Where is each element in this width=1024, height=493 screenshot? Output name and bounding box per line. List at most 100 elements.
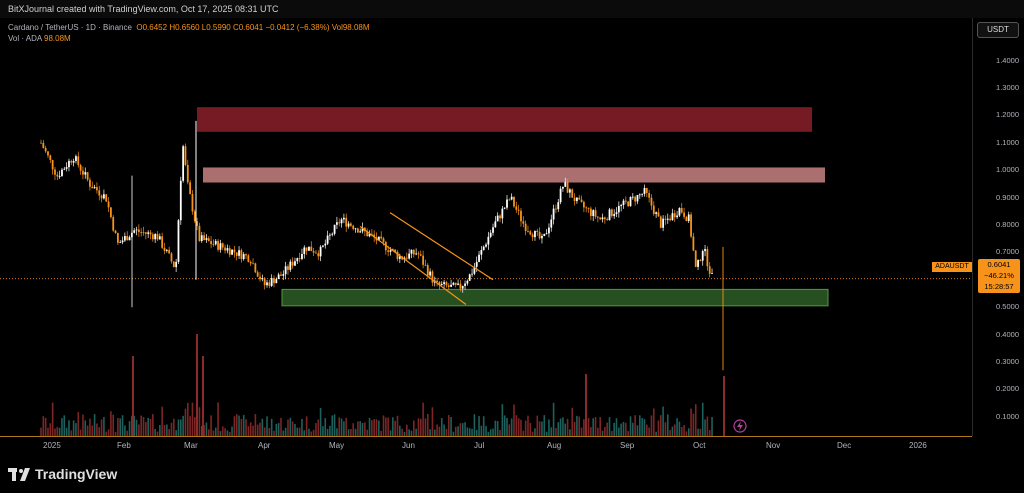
volume-bar: [559, 418, 562, 436]
candle-body: [447, 285, 450, 287]
candle-body: [154, 233, 157, 240]
volume-bar: [641, 418, 643, 436]
candle-body: [559, 188, 562, 203]
candle-body: [301, 253, 303, 259]
volume-bar: [587, 418, 590, 436]
volume-bar: [422, 402, 424, 436]
candle-body: [68, 160, 70, 168]
volume-bar: [242, 414, 245, 436]
candle-body: [513, 196, 515, 207]
currency-button[interactable]: USDT: [977, 22, 1019, 38]
candle-body: [228, 248, 231, 255]
price-axis[interactable]: 1.4000 1.3000 1.2000 1.1000 1.0000 0.9000 0.80…: [972, 18, 1024, 436]
volume-bar: [564, 423, 567, 436]
volume-bar: [112, 414, 115, 436]
volume-bar: [170, 422, 173, 436]
volume-bar: [676, 418, 678, 436]
volume-bar: [697, 428, 699, 436]
candle-body: [121, 240, 124, 243]
volume-bar: [114, 431, 117, 436]
volume-bar: [592, 418, 595, 436]
candle-body: [63, 168, 66, 170]
volume-bar: [312, 429, 315, 436]
volume-bar: [440, 417, 443, 436]
current-price: 0.6041: [987, 260, 1011, 269]
footer: TradingView: [0, 458, 1024, 493]
volume-bar: [461, 423, 464, 436]
candle-body: [699, 260, 702, 261]
volume-bar: [228, 431, 231, 436]
price-chart[interactable]: [0, 18, 972, 436]
volume-bar: [576, 415, 578, 436]
volume-bar: [429, 429, 431, 436]
volume-bar: [629, 416, 632, 436]
volume-bar: [636, 425, 639, 436]
candle-body: [545, 233, 548, 235]
volume-label[interactable]: Vol · ADA: [8, 34, 42, 43]
candle-body: [198, 225, 201, 242]
volume-bar: [131, 415, 133, 436]
time-axis[interactable]: 2025 Feb Mar Apr May Jun Jul Aug Sep Oct Nov Dec 202…: [0, 436, 972, 459]
volume-bar: [597, 427, 599, 436]
volume-bar: [671, 426, 674, 436]
candle-body: [680, 208, 683, 213]
volume-bar: [289, 417, 292, 436]
volume-bar: [687, 428, 690, 436]
candle-body: [452, 282, 455, 285]
candle-body: [664, 218, 667, 220]
volume-bar: [51, 402, 54, 436]
candle-body: [520, 210, 522, 222]
volume-bar-spike: [723, 376, 725, 436]
volume-bar: [529, 422, 532, 436]
volume-bar: [84, 420, 87, 436]
volume-bar: [364, 422, 366, 436]
volume-bar: [280, 417, 282, 436]
time-axis-label: 2026: [909, 441, 927, 450]
volume-bar: [652, 408, 655, 436]
volume-bar: [508, 424, 511, 436]
volume-bar: [310, 431, 313, 436]
volume-bar: [175, 430, 177, 436]
candle-body: [317, 253, 320, 257]
candle-body: [678, 208, 681, 216]
volume-bar: [58, 427, 61, 436]
candle-body: [531, 234, 534, 238]
volume-bar: [487, 431, 490, 436]
volume-bar: [359, 421, 362, 436]
volume-bar: [708, 430, 711, 436]
volume-bar: [527, 415, 529, 436]
volume-bar: [107, 429, 110, 436]
volume-bar: [531, 431, 534, 436]
candle-body: [408, 253, 411, 259]
candle-body: [212, 244, 215, 245]
volume-bar: [496, 421, 499, 436]
volume-bar: [452, 431, 455, 436]
volume-bar: [562, 417, 564, 436]
candle-body: [627, 201, 630, 207]
resistance-zone-upper: [197, 107, 812, 132]
volume-bar-spike: [585, 374, 587, 436]
candle-body: [103, 194, 105, 199]
legend-symbol[interactable]: Cardano / TetherUS · 1D · Binance: [8, 23, 132, 32]
volume-bar: [620, 423, 622, 436]
volume-bar: [142, 417, 145, 436]
candle-body: [405, 257, 408, 259]
volume-bar: [618, 427, 620, 436]
candle-body: [135, 229, 138, 231]
volume-bar: [625, 422, 627, 436]
volume-bar: [147, 417, 149, 436]
volume-bar: [543, 415, 546, 436]
candle-body: [499, 215, 501, 219]
legend-high: H0.6560: [169, 23, 200, 32]
tradingview-logo[interactable]: TradingView: [8, 466, 117, 482]
price-axis-label: 0.7000: [996, 247, 1019, 257]
volume-bar: [117, 418, 119, 436]
candle-body: [107, 201, 110, 208]
candle-body: [370, 233, 373, 235]
volume-bar: [366, 429, 368, 436]
price-axis-label: 1.2000: [996, 110, 1019, 120]
candle-body: [464, 283, 466, 286]
candle-body: [249, 261, 252, 264]
candle-body: [461, 285, 464, 289]
candle-body: [538, 232, 541, 239]
